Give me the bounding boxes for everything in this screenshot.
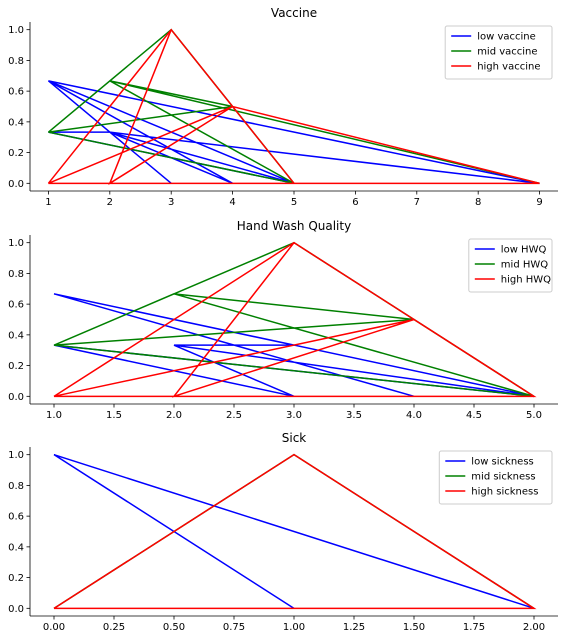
series-line-1 [47,28,540,185]
y-tick-label: 0.4 [8,330,24,341]
x-tick-label: 6 [352,197,358,208]
y-tick-label: 1.0 [8,25,24,36]
legend-box [438,450,553,505]
y-tick-label: 0.0 [8,392,24,403]
x-tick-label: 4.0 [406,410,422,421]
legend-entry-2: high HWQ [501,275,551,286]
x-tick-label: 1.0 [46,410,62,421]
y-tick-label: 0.8 [8,269,24,280]
chart-panel-2: Sick 0.00 0.25 0.50 0.75 1.00 1.25 1.50 1.75 2.00… [8,431,558,633]
legend: low vaccine mid vaccine high vaccine [444,25,553,80]
x-tick-label: 0.00 [43,622,65,633]
y-tick-label: 0.4 [8,117,24,128]
x-tick-label: 1.75 [463,622,485,633]
x-tick-label: 5 [291,197,297,208]
y-tick-label: 0.0 [8,604,24,615]
series-line-2 [47,28,540,186]
x-tick-label: 4 [229,197,235,208]
x-tick-label: 2.5 [226,410,242,421]
legend: low sickness mid sickness high sickness [438,450,553,505]
legend-box [444,25,553,80]
legend-entry-2: high vaccine [477,62,540,73]
chart-panel-1: Hand Wash Quality 1.0 1.5 2.0 2.5 3.0 3.5 4.0 4.… [8,219,558,421]
y-tick-label: 0.2 [8,573,24,584]
y-tick-label: 1.0 [8,450,24,461]
x-tick-label: 4.5 [466,410,482,421]
x-tick-label: 1.5 [106,410,122,421]
chart-title: Hand Wash Quality [237,219,351,233]
chart-title: Vaccine [271,6,317,20]
y-tick-label: 0.8 [8,481,24,492]
y-tick-label: 0.4 [8,542,24,553]
x-tick-label: 5.0 [526,410,542,421]
x-tick-label: 2.00 [523,622,545,633]
x-tick-label: 0.50 [163,622,185,633]
y-tick-label: 0.6 [8,512,24,523]
x-tick-label: 2.0 [166,410,182,421]
chart-panel-0: Vaccine 1 2 3 4 5 6 7 8 9 0.0 0.2 0.4 0.6 0.8 1.0 low va… [8,6,558,208]
y-tick-label: 0.6 [8,87,24,98]
legend-entry-0: low sickness [471,457,533,468]
y-tick-label: 0.2 [8,361,24,372]
legend: low HWQ mid HWQ high HWQ [468,238,553,293]
legend-entry-2: high sickness [471,487,538,498]
x-tick-label: 7 [414,197,420,208]
series-line-2 [53,453,537,610]
y-tick-label: 0.0 [8,179,24,190]
series-line-0 [53,453,535,610]
x-tick-label: 1.50 [403,622,425,633]
y-tick-label: 1.0 [8,238,24,249]
x-tick-label: 8 [475,197,481,208]
x-tick-label: 3 [168,197,174,208]
x-tick-label: 3.0 [286,410,302,421]
x-tick-label: 0.75 [223,622,245,633]
series-line-1 [53,241,535,398]
x-tick-label: 1 [45,197,51,208]
legend-entry-0: low HWQ [501,245,547,256]
legend-entry-1: mid vaccine [477,47,537,58]
series-line-2 [53,241,537,398]
x-tick-label: 1.25 [343,622,365,633]
legend-entry-1: mid HWQ [501,260,548,271]
series-line-0 [47,80,540,185]
x-tick-label: 0.25 [103,622,125,633]
y-tick-label: 0.6 [8,300,24,311]
x-tick-label: 3.5 [346,410,362,421]
chart-title: Sick [282,431,307,445]
x-tick-label: 9 [536,197,542,208]
legend-entry-1: mid sickness [471,472,535,483]
x-tick-label: 1.00 [283,622,305,633]
legend-entry-0: low vaccine [477,32,536,43]
y-tick-label: 0.2 [8,148,24,159]
y-tick-label: 0.8 [8,56,24,67]
x-tick-label: 2 [107,197,113,208]
